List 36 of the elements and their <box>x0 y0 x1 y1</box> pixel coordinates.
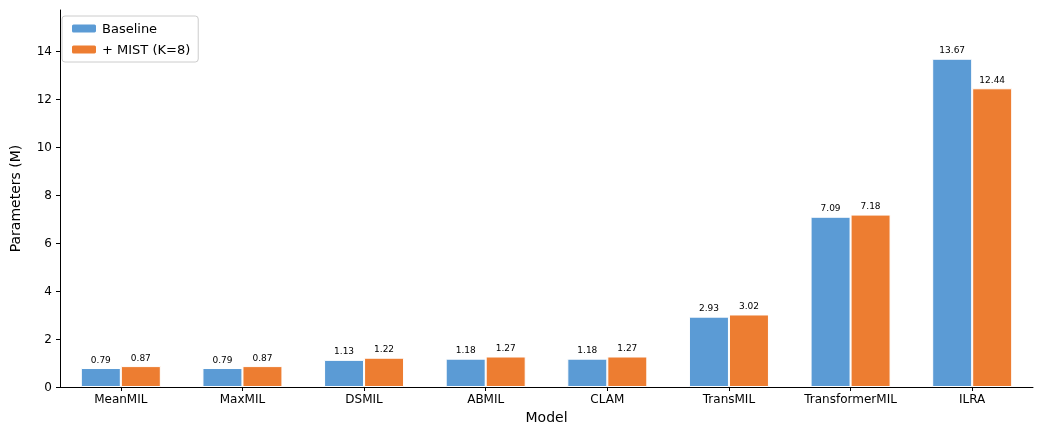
data-label: 1.13 <box>334 346 355 357</box>
data-label: 1.18 <box>455 345 476 356</box>
data-label: 12.44 <box>979 74 1006 85</box>
y-tick-label: 8 <box>44 187 52 202</box>
x-tick-label: ILRA <box>959 392 987 406</box>
legend-label: Baseline <box>102 21 158 36</box>
x-tick-label: CLAM <box>590 392 625 406</box>
y-tick-label: 2 <box>44 331 52 346</box>
y-tick-label: 14 <box>36 43 52 58</box>
legend-label: + MIST (K=8) <box>102 42 191 57</box>
data-label: 7.09 <box>820 203 841 214</box>
y-axis-title: Parameters (M) <box>7 144 23 253</box>
data-label: 1.27 <box>617 343 638 353</box>
data-label: 1.22 <box>374 344 395 355</box>
y-tick-label: 10 <box>36 139 52 154</box>
data-label: 0.87 <box>130 352 151 363</box>
data-label: 1.27 <box>495 343 516 353</box>
data-label: 2.93 <box>698 303 719 314</box>
y-tick-label: 6 <box>44 235 52 250</box>
x-tick-label: TransformerMIL <box>803 392 898 406</box>
x-tick-label: TransMIL <box>701 392 756 406</box>
data-label: 0.87 <box>252 352 273 363</box>
x-tick-label: MeanMIL <box>94 392 148 406</box>
y-tick-label: 12 <box>36 91 52 106</box>
x-axis-title: Model <box>525 408 568 425</box>
y-tick-label: 4 <box>44 283 52 298</box>
data-label: 0.79 <box>212 354 233 365</box>
data-label: 0.79 <box>90 354 112 365</box>
data-label: 13.67 <box>939 45 966 56</box>
data-label: 7.18 <box>860 201 881 212</box>
y-tick-label: 0 <box>44 380 52 394</box>
data-label: 1.18 <box>577 345 598 356</box>
x-tick-label: DSMIL <box>345 392 384 406</box>
data-label: 3.02 <box>738 300 759 311</box>
x-tick-label: ABMIL <box>467 392 505 406</box>
x-tick-label: MaxMIL <box>219 392 266 406</box>
